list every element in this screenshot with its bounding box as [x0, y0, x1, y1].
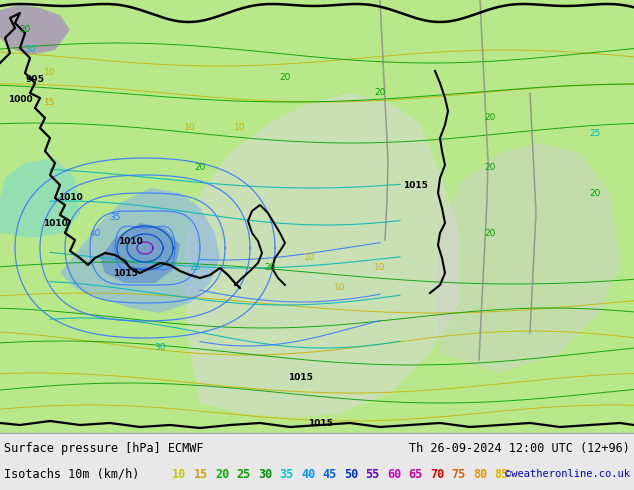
- Polygon shape: [0, 158, 80, 238]
- Text: 10: 10: [172, 467, 186, 481]
- Text: 20: 20: [264, 264, 276, 272]
- Polygon shape: [185, 93, 460, 418]
- Text: 20: 20: [590, 189, 600, 197]
- Text: 1015: 1015: [113, 269, 138, 277]
- Text: 1010: 1010: [58, 194, 82, 202]
- Text: 995: 995: [25, 75, 44, 84]
- Text: 1000: 1000: [8, 96, 32, 104]
- Text: 50: 50: [344, 467, 358, 481]
- Text: 65: 65: [408, 467, 423, 481]
- Text: 75: 75: [451, 467, 466, 481]
- Text: 20: 20: [484, 164, 496, 172]
- Text: 20: 20: [484, 114, 496, 122]
- Text: 20: 20: [215, 467, 230, 481]
- Text: 70: 70: [430, 467, 444, 481]
- Text: Isotachs 10m (km/h): Isotachs 10m (km/h): [4, 467, 139, 481]
- Text: 1015: 1015: [403, 180, 427, 190]
- Text: 20: 20: [19, 25, 30, 34]
- Text: 10: 10: [334, 284, 346, 293]
- Text: 10: 10: [234, 123, 246, 132]
- Polygon shape: [435, 143, 620, 373]
- Text: ©weatheronline.co.uk: ©weatheronline.co.uk: [505, 469, 630, 479]
- Text: 90: 90: [516, 467, 530, 481]
- Text: 30: 30: [258, 467, 272, 481]
- Text: Th 26-09-2024 12:00 UTC (12+96): Th 26-09-2024 12:00 UTC (12+96): [409, 442, 630, 456]
- Text: 25: 25: [590, 128, 600, 138]
- Text: 45: 45: [323, 467, 337, 481]
- Text: 20: 20: [194, 164, 205, 172]
- Text: 10: 10: [184, 123, 196, 132]
- Text: 25: 25: [190, 264, 201, 272]
- Text: 1010: 1010: [118, 237, 143, 245]
- Text: 15: 15: [44, 98, 56, 107]
- Text: Surface pressure [hPa] ECMWF: Surface pressure [hPa] ECMWF: [4, 442, 204, 456]
- Text: 30: 30: [154, 343, 165, 352]
- Text: 40: 40: [89, 228, 101, 238]
- Polygon shape: [100, 223, 180, 283]
- Text: 10: 10: [374, 264, 385, 272]
- Polygon shape: [60, 188, 220, 313]
- Text: 35: 35: [109, 214, 120, 222]
- Text: 25: 25: [236, 467, 251, 481]
- Polygon shape: [0, 5, 70, 55]
- Text: 80: 80: [473, 467, 488, 481]
- Text: 30: 30: [24, 46, 36, 54]
- Text: 60: 60: [387, 467, 401, 481]
- Text: 40: 40: [301, 467, 315, 481]
- Text: 15: 15: [193, 467, 208, 481]
- Text: 1015: 1015: [307, 418, 332, 427]
- Text: 10: 10: [304, 253, 316, 263]
- Text: 35: 35: [280, 467, 294, 481]
- Text: 20: 20: [374, 89, 385, 98]
- Text: 20: 20: [484, 228, 496, 238]
- Bar: [0, 433, 634, 490]
- Text: 1010: 1010: [42, 219, 67, 227]
- Text: 20: 20: [280, 74, 290, 82]
- Text: 85: 85: [495, 467, 508, 481]
- Text: 55: 55: [365, 467, 380, 481]
- Text: 10: 10: [44, 69, 56, 77]
- Text: 1015: 1015: [288, 373, 313, 383]
